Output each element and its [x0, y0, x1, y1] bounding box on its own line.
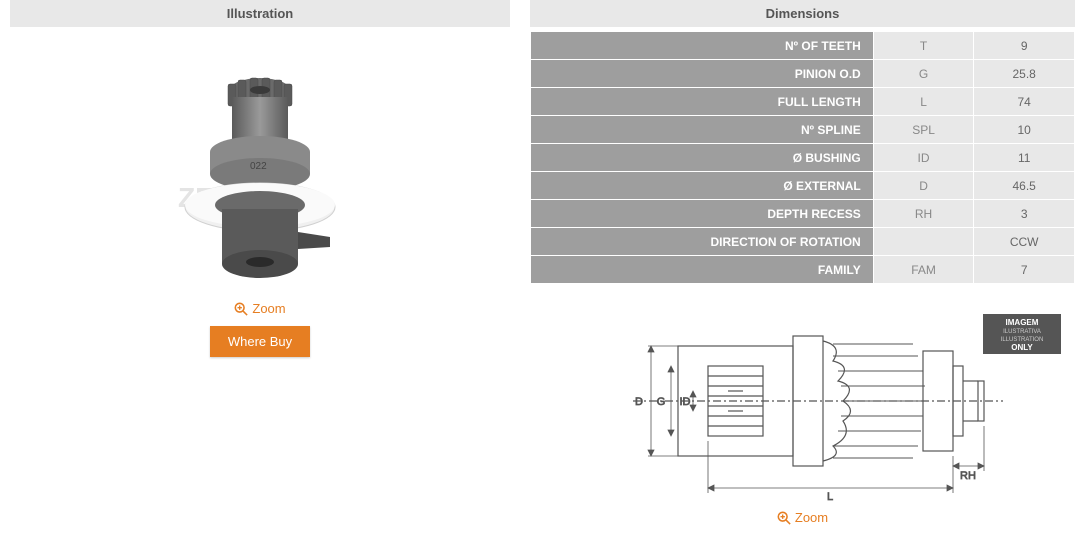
zoom-icon [777, 511, 791, 525]
table-row: FAMILYFAM7 [531, 256, 1075, 284]
dim-value: 9 [974, 32, 1075, 60]
svg-text:G: G [656, 396, 665, 408]
table-row: Nº OF TEETHT9 [531, 32, 1075, 60]
dim-label: Ø EXTERNAL [531, 172, 874, 200]
svg-text:L: L [826, 491, 832, 503]
zoom-icon [234, 302, 248, 316]
dim-label: FULL LENGTH [531, 88, 874, 116]
technical-diagram: IMAGEM ILUSTRATIVA ILLUSTRATION ONLY [530, 296, 1075, 506]
svg-text:RH: RH [960, 470, 976, 482]
dim-value: 74 [974, 88, 1075, 116]
dim-code: T [873, 32, 974, 60]
table-row: Nº SPLINESPL10 [531, 116, 1075, 144]
illustration-header: Illustration [10, 0, 510, 27]
dim-code: ID [873, 144, 974, 172]
dim-value: 10 [974, 116, 1075, 144]
dim-value: 11 [974, 144, 1075, 172]
dim-label: Ø BUSHING [531, 144, 874, 172]
dim-code: G [873, 60, 974, 88]
svg-text:022: 022 [250, 161, 267, 172]
dimensions-table: Nº OF TEETHT9PINION O.DG25.8FULL LENGTHL… [530, 31, 1075, 284]
dim-value: 25.8 [974, 60, 1075, 88]
dim-code [873, 228, 974, 256]
where-buy-button[interactable]: Where Buy [210, 326, 310, 357]
dim-value: 7 [974, 256, 1075, 284]
svg-text:D: D [635, 396, 643, 408]
dim-label: Nº SPLINE [531, 116, 874, 144]
svg-text:ILUSTRATIVA: ILUSTRATIVA [1003, 329, 1041, 335]
dim-code: RH [873, 200, 974, 228]
dim-value: 3 [974, 200, 1075, 228]
dim-code: L [873, 88, 974, 116]
table-row: FULL LENGTHL74 [531, 88, 1075, 116]
table-row: Ø BUSHINGID11 [531, 144, 1075, 172]
table-row: Ø EXTERNALD46.5 [531, 172, 1075, 200]
dim-label: FAMILY [531, 256, 874, 284]
dim-value: CCW [974, 228, 1075, 256]
dim-label: DEPTH RECESS [531, 200, 874, 228]
svg-text:IMAGEM: IMAGEM [1005, 318, 1038, 327]
table-row: DEPTH RECESSRH3 [531, 200, 1075, 228]
dimensions-header: Dimensions [530, 0, 1075, 27]
dim-label: Nº OF TEETH [531, 32, 874, 60]
dim-label: DIRECTION OF ROTATION [531, 228, 874, 256]
table-row: DIRECTION OF ROTATION CCW [531, 228, 1075, 256]
dim-code: FAM [873, 256, 974, 284]
dim-code: SPL [873, 116, 974, 144]
zoom-link-left[interactable]: Zoom [10, 301, 510, 316]
dim-label: PINION O.D [531, 60, 874, 88]
dim-value: 46.5 [974, 172, 1075, 200]
zoom-label: Zoom [252, 301, 285, 316]
table-row: PINION O.DG25.8 [531, 60, 1075, 88]
dim-code: D [873, 172, 974, 200]
zoom-link-right[interactable]: Zoom [530, 510, 1075, 525]
zoom-label: Zoom [795, 510, 828, 525]
product-image: ZEN S.A. 022 [160, 37, 360, 297]
svg-text:ID: ID [679, 396, 690, 408]
svg-text:ONLY: ONLY [1011, 343, 1033, 352]
